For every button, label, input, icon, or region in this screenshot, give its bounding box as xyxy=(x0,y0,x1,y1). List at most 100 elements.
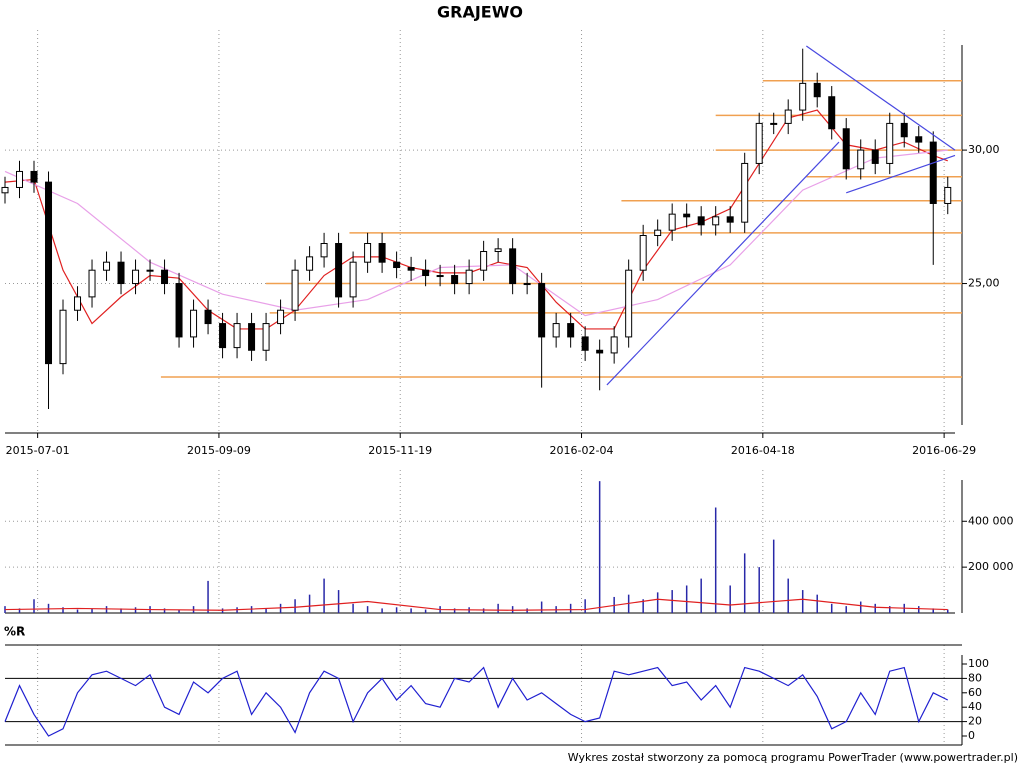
williams-r-line xyxy=(4,666,949,737)
trend-line xyxy=(805,45,956,151)
candle-body xyxy=(871,149,879,164)
candle-body xyxy=(538,283,546,338)
candle-body xyxy=(625,269,633,338)
volume-bar xyxy=(642,599,644,613)
volume-bar xyxy=(584,599,586,613)
candle-body xyxy=(668,213,676,231)
candle-body xyxy=(451,275,459,285)
footer: Wykres został stworzony za pomocą progra… xyxy=(568,751,1018,764)
volume-bar xyxy=(845,606,847,613)
candle-body xyxy=(654,229,662,237)
candle-body xyxy=(59,309,67,365)
candle-body xyxy=(726,216,734,223)
y-tick-label: 80 xyxy=(968,671,982,684)
candle-body xyxy=(929,141,937,204)
candle-body xyxy=(639,235,647,271)
candle-body xyxy=(944,186,952,204)
candle-body xyxy=(784,109,792,124)
volume-bar xyxy=(18,608,21,613)
y-tick-label: 20 xyxy=(968,715,982,728)
volume-bar xyxy=(758,567,760,613)
candle-body xyxy=(277,309,285,325)
candle-body xyxy=(74,296,82,311)
volume-bar xyxy=(497,603,499,613)
y-tick-label: 200 000 xyxy=(968,560,1014,573)
candle-body xyxy=(88,269,96,298)
x-tick-label: 2015-09-09 xyxy=(187,444,251,457)
volume-bar xyxy=(787,578,789,613)
candle-body xyxy=(523,283,531,286)
x-tick-label: 2016-04-18 xyxy=(731,444,795,457)
candle-body xyxy=(262,323,270,351)
candle-body xyxy=(248,323,256,351)
volume-bar xyxy=(294,599,296,613)
x-tick-label: 2015-07-01 xyxy=(6,444,70,457)
candle-body xyxy=(610,336,618,354)
panel-title: %R xyxy=(4,625,25,639)
candle-body xyxy=(117,261,125,285)
volume-bar xyxy=(743,553,746,613)
candle-body xyxy=(146,269,154,272)
candle-body xyxy=(335,243,343,298)
candle-body xyxy=(407,267,415,271)
volume-bar xyxy=(352,603,354,613)
candle-body xyxy=(364,243,372,263)
candle-body xyxy=(886,122,894,164)
candle-body xyxy=(393,261,401,269)
volume-bar xyxy=(366,606,369,613)
volume-bar xyxy=(33,599,35,613)
candle-body xyxy=(219,323,227,349)
candle-body xyxy=(799,82,807,111)
volume-average xyxy=(4,598,948,611)
y-tick-label: 60 xyxy=(968,686,982,699)
y-tick-label: 0 xyxy=(968,729,975,742)
volume-bar xyxy=(424,609,427,613)
volume-bar xyxy=(816,594,818,613)
candle-body xyxy=(378,243,386,263)
volume-bar xyxy=(859,601,862,613)
candle-body xyxy=(190,309,198,338)
volume-bar xyxy=(700,578,702,613)
candle-body xyxy=(581,336,589,351)
volume-bar xyxy=(714,507,717,613)
candle-body xyxy=(1,186,9,194)
volume-bar xyxy=(917,606,920,613)
volume-bar xyxy=(685,585,688,613)
candle-body xyxy=(45,181,53,365)
candle-body xyxy=(494,248,502,253)
y-tick-label: 25,00 xyxy=(968,277,1000,290)
candle-body xyxy=(349,261,357,298)
moving-average xyxy=(4,109,948,330)
volume-bar xyxy=(91,608,93,613)
y-tick-label: 400 000 xyxy=(968,514,1014,527)
candle-body xyxy=(465,269,473,285)
candle-body xyxy=(422,269,430,277)
chart-title: GRAJEWO xyxy=(437,3,523,22)
candle-body xyxy=(915,136,923,143)
volume-bar xyxy=(337,590,340,613)
candle-body xyxy=(233,323,241,349)
candle-body xyxy=(436,275,444,278)
y-tick-label: 30,00 xyxy=(968,143,1000,156)
moving-average xyxy=(4,149,948,317)
candle-body xyxy=(755,122,763,164)
trend-line xyxy=(846,154,956,194)
volume-bar xyxy=(772,539,775,613)
candle-body xyxy=(509,248,517,285)
trend-line xyxy=(606,141,840,386)
volume-bar xyxy=(120,608,122,613)
candle-body xyxy=(900,122,908,138)
candle-body xyxy=(16,170,24,188)
candle-body xyxy=(132,269,140,285)
candle-body xyxy=(480,251,488,271)
candle-body xyxy=(320,243,328,258)
volume-bar xyxy=(482,608,485,613)
y-tick-label: 100 xyxy=(968,657,989,670)
volume-bar xyxy=(62,607,64,613)
x-tick-label: 2015-11-19 xyxy=(368,444,432,457)
volume-bar xyxy=(946,609,949,613)
y-tick-label: 40 xyxy=(968,700,982,713)
volume-bar xyxy=(888,606,891,613)
